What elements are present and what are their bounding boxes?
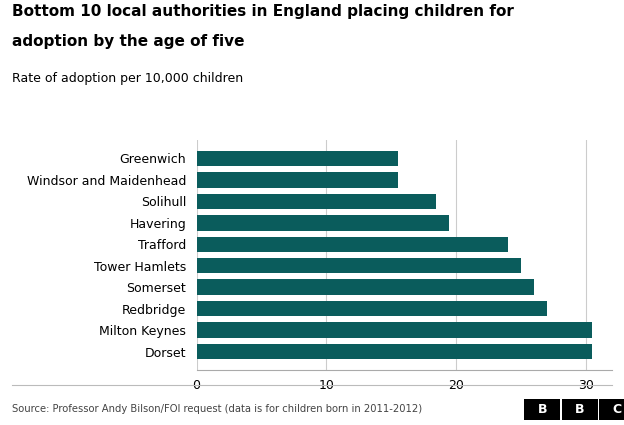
Bar bbox=[197, 215, 449, 230]
Bar bbox=[197, 280, 534, 295]
Bar bbox=[197, 237, 508, 252]
Text: Rate of adoption per 10,000 children: Rate of adoption per 10,000 children bbox=[12, 72, 243, 85]
Text: C: C bbox=[613, 403, 622, 416]
Text: B: B bbox=[537, 403, 547, 416]
Bar bbox=[197, 151, 397, 166]
Bar bbox=[197, 194, 436, 209]
Bar bbox=[197, 301, 547, 316]
Bar bbox=[197, 344, 592, 359]
Bar bbox=[197, 258, 521, 273]
Bar bbox=[197, 172, 397, 187]
Text: B: B bbox=[575, 403, 585, 416]
Text: adoption by the age of five: adoption by the age of five bbox=[12, 34, 245, 49]
Text: Source: Professor Andy Bilson/FOI request (data is for children born in 2011-201: Source: Professor Andy Bilson/FOI reques… bbox=[12, 404, 422, 414]
Text: Bottom 10 local authorities in England placing children for: Bottom 10 local authorities in England p… bbox=[12, 4, 514, 19]
Bar bbox=[197, 323, 592, 338]
